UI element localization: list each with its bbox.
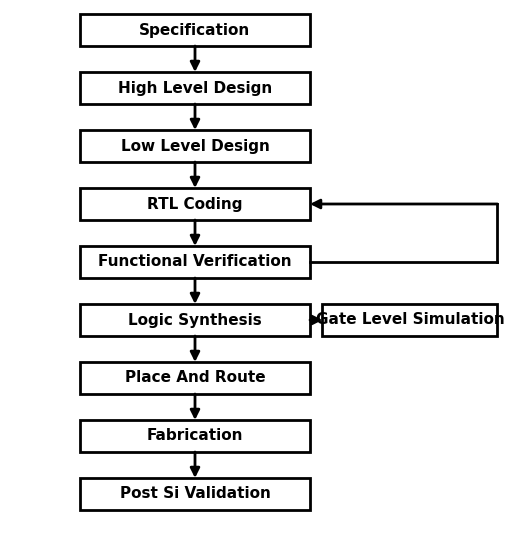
FancyBboxPatch shape	[80, 188, 310, 220]
FancyBboxPatch shape	[80, 14, 310, 46]
Text: Post Si Validation: Post Si Validation	[120, 486, 270, 501]
FancyBboxPatch shape	[80, 130, 310, 162]
FancyBboxPatch shape	[80, 304, 310, 336]
FancyBboxPatch shape	[80, 420, 310, 452]
FancyBboxPatch shape	[80, 72, 310, 104]
Text: Fabrication: Fabrication	[147, 428, 243, 443]
Text: High Level Design: High Level Design	[118, 81, 272, 95]
Text: Place And Route: Place And Route	[125, 370, 265, 385]
FancyBboxPatch shape	[323, 304, 497, 336]
Text: Specification: Specification	[139, 22, 250, 37]
Text: Functional Verification: Functional Verification	[98, 255, 292, 270]
FancyBboxPatch shape	[80, 478, 310, 510]
Text: Low Level Design: Low Level Design	[121, 139, 269, 154]
Text: Logic Synthesis: Logic Synthesis	[128, 312, 262, 328]
FancyBboxPatch shape	[80, 246, 310, 278]
FancyBboxPatch shape	[80, 362, 310, 394]
Text: RTL Coding: RTL Coding	[147, 197, 243, 212]
Text: Gate Level Simulation: Gate Level Simulation	[316, 312, 504, 328]
